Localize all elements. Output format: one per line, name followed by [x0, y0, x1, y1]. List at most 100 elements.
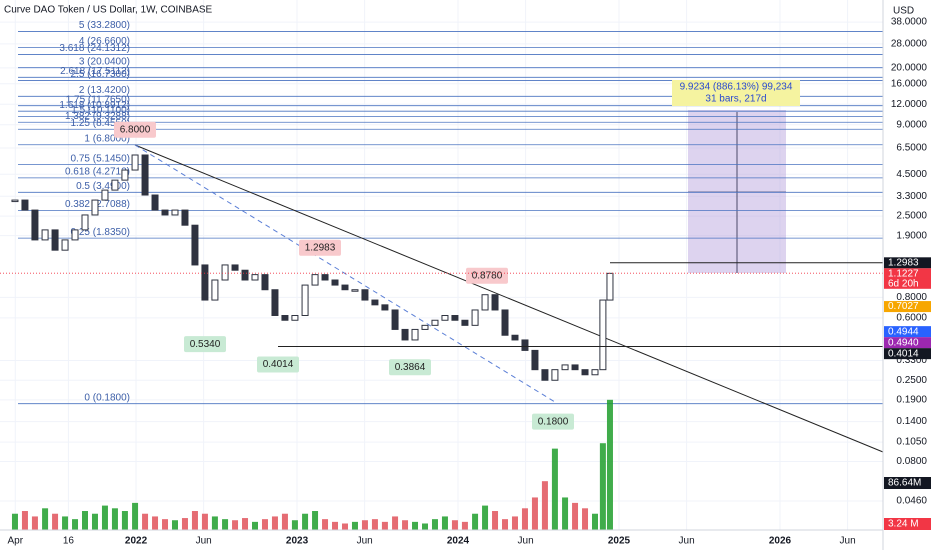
price-tag-note-label: 6d 20h	[888, 278, 919, 289]
candle	[451, 315, 459, 321]
volume-bar	[191, 511, 198, 530]
candle	[301, 284, 309, 317]
fib-label: 1.5 (10.1100)	[71, 105, 130, 116]
measure-bars: 31 bars, 217d	[705, 94, 766, 105]
volume-bar	[431, 519, 438, 530]
volume-bar	[441, 516, 448, 530]
volume-bar	[181, 518, 188, 530]
measure-label	[672, 80, 800, 106]
high-tag	[299, 239, 341, 256]
candle	[241, 269, 249, 281]
volume-bar	[591, 513, 598, 530]
candle	[111, 179, 119, 191]
candle	[331, 279, 339, 286]
volume-bar	[291, 520, 298, 530]
high-label: 0.8780	[472, 270, 503, 281]
price-tag	[884, 337, 931, 349]
candle	[561, 364, 569, 371]
candle	[401, 328, 409, 341]
volume-bar	[111, 508, 118, 530]
candle	[311, 274, 319, 286]
volume-bar	[101, 505, 108, 530]
volume-bar	[541, 481, 548, 530]
candle	[11, 199, 19, 203]
candle	[531, 349, 539, 371]
candle	[21, 199, 29, 211]
candle	[231, 264, 239, 271]
fib-label: 0.5 (3.4900)	[76, 181, 130, 192]
volume-bar	[461, 521, 468, 530]
fib-label: 1 (6.8000)	[84, 133, 130, 144]
low-tag	[257, 356, 299, 373]
y-tick-label: 20.0000	[891, 62, 928, 73]
price-tag	[884, 301, 931, 313]
fib-label: 1.618 (10.8912)	[59, 100, 130, 111]
volume-bar	[582, 508, 589, 530]
x-tick-label: Apr	[8, 536, 24, 547]
high-label: 1.2983	[305, 242, 336, 253]
fib-label: 3.618 (24.1312)	[59, 43, 130, 54]
y-tick-label: 9.0000	[896, 119, 927, 130]
candle	[51, 229, 59, 251]
y-tick-label: 0.3300	[896, 355, 927, 366]
candle	[131, 154, 139, 171]
volume-bar	[271, 516, 278, 530]
volume-bar	[332, 521, 339, 530]
volume-bar	[412, 521, 419, 530]
volume-bar	[201, 513, 208, 530]
price-tag-note	[884, 278, 931, 289]
volume-bar	[232, 520, 239, 530]
volume-bar	[81, 511, 88, 530]
volume-bar	[599, 443, 606, 530]
y-tick-label: 4.5000	[896, 169, 927, 180]
candle	[291, 315, 299, 321]
fib-label: 3 (20.0400)	[79, 56, 130, 67]
volume-bar	[52, 513, 59, 530]
high-tag	[466, 267, 508, 284]
volume-bar	[132, 502, 139, 530]
volume-tag-label: 3.24 M	[888, 519, 919, 530]
price-tag	[884, 268, 931, 280]
volume-bar	[361, 520, 368, 530]
candle	[511, 334, 519, 341]
candle	[471, 309, 479, 326]
fib-label: 1.75 (11.7650)	[66, 94, 130, 105]
candle	[381, 304, 389, 311]
volume-bar	[62, 516, 69, 530]
volume-bar	[21, 511, 28, 530]
candle	[421, 324, 429, 330]
candle	[91, 199, 99, 216]
candle	[371, 299, 379, 306]
volume-tag	[884, 518, 931, 530]
fib-label: 0.75 (5.1450)	[71, 153, 131, 164]
y-tick-label: 6.5000	[896, 143, 927, 154]
y-tick-label: 0.0460	[896, 496, 927, 507]
candle	[171, 209, 179, 216]
candle	[361, 289, 369, 301]
low-tag	[532, 413, 574, 430]
volume-bar	[502, 519, 509, 530]
volume-bar	[451, 520, 458, 530]
candle	[161, 209, 169, 216]
x-tick-label: Jun	[840, 536, 856, 547]
candle	[431, 319, 439, 326]
price-tag-label: 0.4944	[888, 326, 919, 337]
y-tick-label: 0.1400	[896, 416, 927, 427]
fib-label: 0.618 (4.2712)	[65, 167, 130, 178]
y-tick-label: 1.9000	[896, 230, 927, 241]
candle	[121, 169, 129, 181]
y-tick-label: 0.2500	[896, 375, 927, 386]
volume-bar	[392, 516, 399, 530]
low-label: 0.1800	[538, 416, 569, 427]
low-label: 0.3864	[395, 362, 426, 373]
candle	[541, 369, 549, 381]
candle	[31, 209, 39, 241]
volume-bar	[211, 516, 218, 530]
low-tag	[184, 336, 226, 353]
volume-bar	[261, 519, 268, 530]
x-tick-label: Jun	[679, 536, 695, 547]
candle	[351, 289, 359, 292]
volume-tag	[884, 477, 931, 490]
candle	[81, 214, 89, 231]
candle	[261, 274, 269, 291]
